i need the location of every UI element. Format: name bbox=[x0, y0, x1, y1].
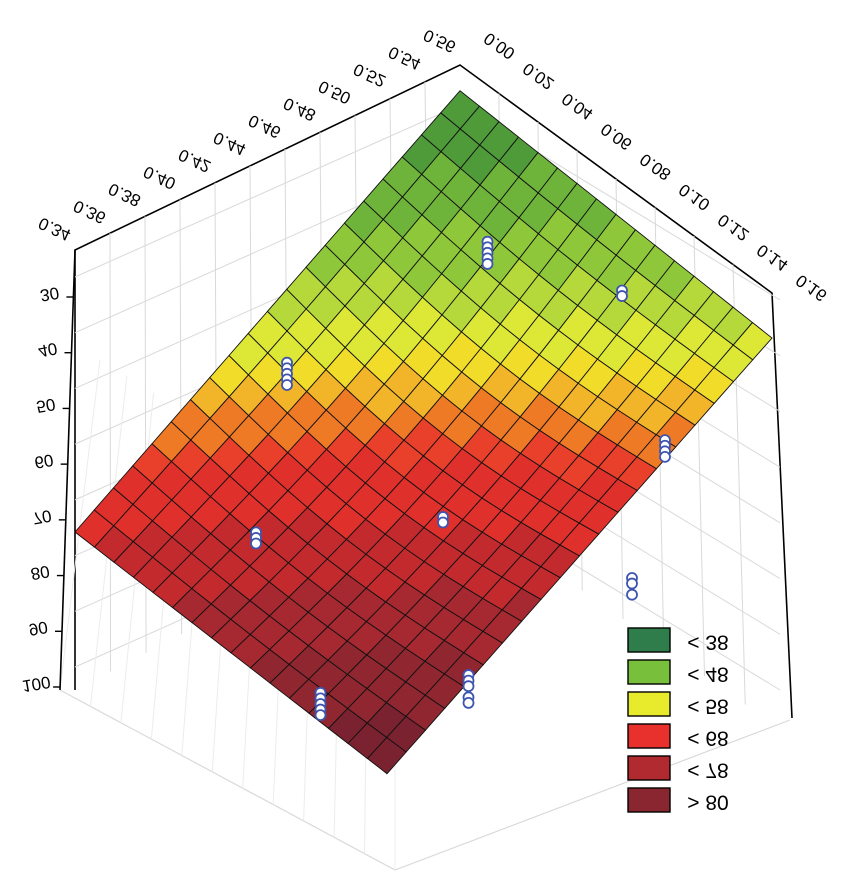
x-tick: 0.40 bbox=[141, 162, 179, 193]
z-tick-label: 60 bbox=[33, 450, 55, 472]
y-tick-label: 0.06 bbox=[597, 119, 635, 154]
z-tick-label: 50 bbox=[35, 394, 57, 416]
y-tick-label: 0.14 bbox=[753, 240, 791, 275]
y-tick: 0.00 bbox=[480, 29, 518, 64]
z-tick-label: 30 bbox=[39, 283, 61, 305]
x-tick: 0.48 bbox=[281, 94, 319, 125]
x-tick-label: 0.52 bbox=[351, 59, 389, 90]
x-tick-label: 0.44 bbox=[211, 128, 249, 159]
x-tick: 0.46 bbox=[246, 111, 284, 142]
z-tick: 70 bbox=[31, 506, 53, 528]
data-point bbox=[626, 577, 638, 590]
legend-swatch bbox=[627, 755, 671, 781]
y-tick-label: 0.04 bbox=[558, 89, 596, 124]
z-axis-line bbox=[59, 249, 76, 691]
x-tick-label: 0.42 bbox=[176, 145, 214, 176]
box-frame bbox=[74, 64, 793, 719]
y-tick-label: 0.10 bbox=[675, 180, 713, 215]
y-tick: 0.14 bbox=[753, 240, 791, 275]
x-tick-label: 0.56 bbox=[421, 25, 459, 56]
x-tick: 0.38 bbox=[106, 179, 144, 210]
observed-points bbox=[250, 235, 671, 722]
legend-item: < 78 bbox=[687, 758, 728, 781]
legend-swatch bbox=[627, 627, 671, 653]
legend-item: < 68 bbox=[687, 726, 728, 749]
x-tick: 0.42 bbox=[176, 145, 214, 176]
y-tick-label: 0.12 bbox=[714, 210, 752, 245]
legend-label: > 80 bbox=[687, 790, 728, 813]
y-tick-label: 0.02 bbox=[519, 59, 557, 94]
x-tick-label: 0.48 bbox=[281, 94, 319, 125]
legend-label: < 58 bbox=[687, 694, 728, 717]
x-tick-label: 0.54 bbox=[386, 42, 424, 73]
legend-label: < 68 bbox=[687, 726, 728, 749]
y-tick-label: 0.00 bbox=[480, 29, 518, 64]
x-tick-label: 0.46 bbox=[246, 111, 284, 142]
z-tick: 50 bbox=[35, 394, 57, 416]
x-tick-label: 0.40 bbox=[141, 162, 179, 193]
data-point bbox=[616, 290, 628, 302]
legend: < 38 < 48 < 58 < 68 < 78 > 80 bbox=[627, 627, 729, 813]
data-point bbox=[281, 379, 293, 391]
response-surface bbox=[74, 90, 773, 775]
x-tick-label: 0.38 bbox=[106, 179, 144, 210]
data-point bbox=[437, 516, 449, 529]
z-tick: 30 bbox=[39, 283, 61, 305]
data-point bbox=[250, 537, 262, 550]
y-tick: 0.16 bbox=[792, 271, 830, 306]
legend-item: < 48 bbox=[687, 662, 728, 685]
z-tick: 90 bbox=[27, 617, 49, 639]
z-tick: 60 bbox=[33, 450, 55, 472]
legend-item: < 58 bbox=[687, 694, 728, 717]
y-tick: 0.08 bbox=[636, 150, 674, 185]
data-point bbox=[659, 450, 671, 463]
z-tick: 40 bbox=[37, 339, 59, 361]
z-tick-label: 70 bbox=[31, 506, 53, 528]
back-grid-line bbox=[74, 104, 461, 278]
y-tick-label: 0.08 bbox=[636, 150, 674, 185]
surface-patch bbox=[732, 321, 773, 361]
z-tick-label: 40 bbox=[37, 339, 59, 361]
x-tick: 0.36 bbox=[71, 196, 109, 227]
x-tick: 0.50 bbox=[316, 77, 354, 108]
y-tick: 0.02 bbox=[519, 59, 557, 94]
legend-item: < 38 bbox=[687, 630, 728, 653]
x-tick: 0.56 bbox=[421, 25, 459, 56]
z-tick-label: 90 bbox=[27, 617, 49, 639]
data-point bbox=[314, 709, 327, 722]
legend-swatch bbox=[627, 691, 671, 717]
x-tick-label: 0.36 bbox=[71, 196, 109, 227]
x-tick: 0.34 bbox=[36, 213, 74, 244]
x-tick: 0.52 bbox=[351, 59, 389, 90]
x-tick: 0.54 bbox=[386, 42, 424, 73]
legend-label: < 38 bbox=[687, 630, 728, 653]
y-tick: 0.10 bbox=[675, 180, 713, 215]
data-point bbox=[462, 697, 475, 709]
legend-swatch bbox=[627, 787, 671, 813]
x-tick-label: 0.34 bbox=[36, 213, 74, 244]
z-tick: 100 bbox=[21, 672, 52, 696]
legend-item: > 80 bbox=[687, 790, 728, 813]
back-grid-line bbox=[109, 233, 112, 672]
x-tick: 0.44 bbox=[211, 128, 249, 159]
data-point bbox=[626, 588, 638, 601]
y-tick: 0.04 bbox=[558, 89, 596, 124]
legend-swatch bbox=[627, 659, 671, 685]
legend-label: < 78 bbox=[687, 758, 728, 781]
front-grid-line bbox=[59, 359, 101, 691]
data-point bbox=[462, 680, 475, 693]
y-tick: 0.06 bbox=[597, 119, 635, 154]
y-tick: 0.12 bbox=[714, 210, 752, 245]
data-point bbox=[481, 258, 494, 270]
y-tick-label: 0.16 bbox=[792, 271, 830, 306]
x-tick-label: 0.50 bbox=[316, 77, 354, 108]
z-tick-label: 100 bbox=[21, 672, 52, 696]
z-tick-label: 80 bbox=[29, 562, 51, 584]
legend-swatch bbox=[627, 723, 671, 749]
legend-label: < 48 bbox=[687, 662, 728, 685]
z-tick: 80 bbox=[29, 562, 51, 584]
